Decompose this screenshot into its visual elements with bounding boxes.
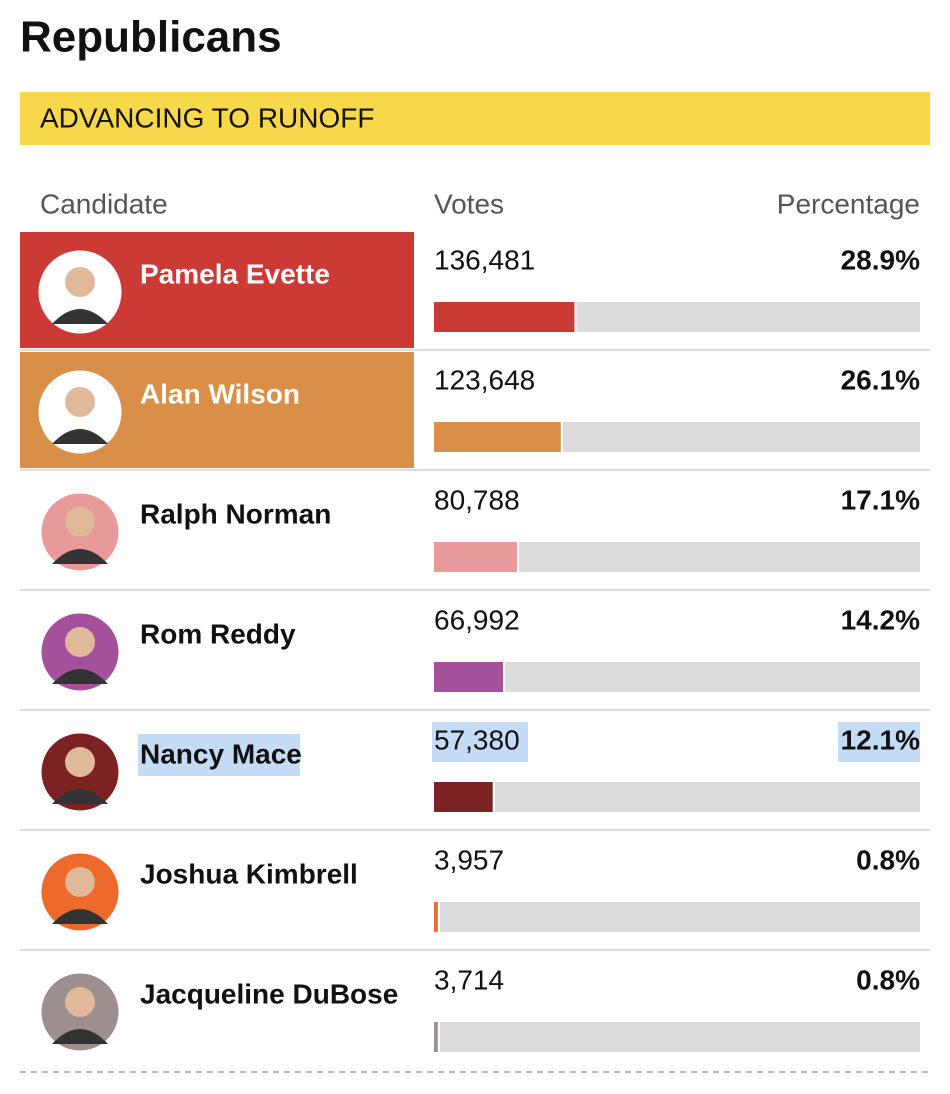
bar-track (434, 1022, 920, 1052)
percentage: 14.2% (841, 604, 920, 635)
selection (432, 722, 528, 762)
bar (434, 1022, 438, 1052)
avatar-head (65, 867, 95, 897)
banner-text: ADVANCING TO RUNOFF (40, 102, 374, 133)
bar (434, 542, 518, 572)
votes: 123,648 (434, 364, 535, 395)
percentage: 26.1% (841, 364, 920, 395)
bar-track (434, 782, 920, 812)
percentage: 0.8% (856, 844, 920, 875)
percentage: 17.1% (841, 484, 920, 515)
candidate-name: Nancy Mace (140, 738, 302, 769)
bar (434, 902, 438, 932)
avatar-head (65, 747, 95, 777)
avatar-body (52, 549, 108, 564)
banner (20, 92, 930, 145)
candidate-name: Ralph Norman (140, 498, 331, 529)
bar-track (434, 662, 920, 692)
avatar-head (65, 387, 95, 417)
avatar-body (52, 309, 108, 324)
votes: 80,788 (434, 484, 520, 515)
selection (838, 722, 920, 762)
avatar-body (52, 909, 108, 924)
column-header: Candidate (40, 188, 168, 219)
votes: 3,714 (434, 964, 504, 995)
votes: 3,957 (434, 844, 504, 875)
avatar-head (65, 627, 95, 657)
percentage: 12.1% (841, 724, 920, 755)
column-header: Percentage (777, 188, 920, 219)
avatar-body (52, 429, 108, 444)
candidate-name: Pamela Evette (140, 258, 330, 289)
percentage: 0.8% (856, 964, 920, 995)
bar (434, 302, 575, 332)
selection (138, 734, 300, 776)
bar-track (434, 902, 920, 932)
title: Republicans (20, 13, 282, 62)
votes: 66,992 (434, 604, 520, 635)
bar (434, 782, 493, 812)
candidate-name: Joshua Kimbrell (140, 858, 358, 889)
avatar-head (65, 267, 95, 297)
percentage: 28.9% (841, 244, 920, 275)
avatar-body (52, 1029, 108, 1044)
candidate-name: Rom Reddy (140, 618, 296, 649)
votes: 57,380 (434, 724, 520, 755)
avatar-body (52, 789, 108, 804)
votes: 136,481 (434, 244, 535, 275)
column-header: Votes (434, 188, 504, 219)
candidate-name: Jacqueline DuBose (140, 978, 398, 1009)
avatar-body (52, 669, 108, 684)
avatar-head (65, 507, 95, 537)
bar (434, 422, 561, 452)
candidate-name: Alan Wilson (140, 378, 300, 409)
avatar-head (65, 987, 95, 1017)
bar (434, 662, 504, 692)
